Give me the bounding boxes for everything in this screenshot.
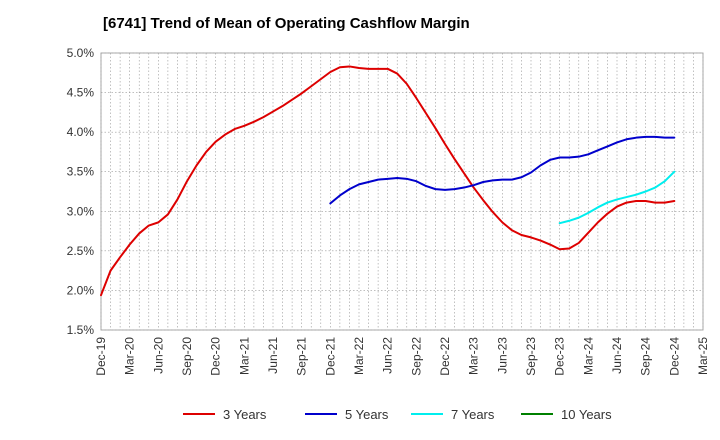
x-tick-label: Dec-20 — [209, 337, 223, 376]
chart-title: [6741] Trend of Mean of Operating Cashfl… — [103, 15, 470, 32]
x-tick-label: Jun-21 — [266, 337, 280, 374]
x-tick-label: Mar-23 — [467, 337, 481, 375]
legend-label: 10 Years — [561, 407, 612, 422]
series-line-5-years — [329, 135, 676, 205]
series-lines — [100, 65, 676, 297]
x-tick-label: Dec-19 — [94, 337, 108, 376]
x-axis: Dec-19 Mar-20 Jun-20 Sep-20 Dec-20 Mar-21 Jun-… — [94, 337, 710, 376]
y-tick-label: 2.5% — [67, 244, 95, 258]
x-tick-label: Jun-24 — [610, 337, 624, 374]
x-tick-label: Sep-23 — [524, 337, 538, 376]
x-tick-label: Mar-24 — [581, 337, 595, 375]
x-tick-label: Dec-24 — [667, 337, 681, 376]
legend-label: 7 Years — [451, 407, 495, 422]
x-tick-label: Sep-20 — [180, 337, 194, 376]
x-tick-label: Dec-22 — [438, 337, 452, 376]
x-tick-label: Sep-21 — [295, 337, 309, 376]
y-tick-label: 5.0% — [67, 46, 95, 60]
x-tick-label: Sep-22 — [409, 337, 423, 376]
x-tick-label: Mar-20 — [123, 337, 137, 375]
legend-label: 3 Years — [223, 407, 267, 422]
x-tick-label: Mar-21 — [237, 337, 251, 375]
y-tick-label: 1.5% — [67, 323, 95, 337]
y-tick-label: 2.0% — [67, 283, 95, 297]
x-tick-label: Mar-22 — [352, 337, 366, 375]
x-tick-label: Jun-23 — [495, 337, 509, 374]
y-axis: 1.5% 2.0% 2.5% 3.0% 3.5% 4.0% 4.5% 5.0% — [67, 46, 95, 337]
x-tick-label: Sep-24 — [639, 337, 653, 376]
x-tick-label: Jun-20 — [151, 337, 165, 374]
x-tick-label: Jun-22 — [381, 337, 395, 374]
series-line-3-years — [100, 65, 676, 297]
y-tick-label: 3.0% — [67, 204, 95, 218]
legend-label: 5 Years — [345, 407, 389, 422]
legend: 3 Years 5 Years 7 Years 10 Years — [183, 407, 612, 422]
series-line-7-years — [558, 170, 676, 225]
x-tick-label: Mar-25 — [696, 337, 710, 375]
y-tick-label: 4.0% — [67, 125, 95, 139]
plot-area — [100, 52, 704, 331]
x-tick-label: Dec-23 — [553, 337, 567, 376]
y-tick-label: 4.5% — [67, 86, 95, 100]
x-tick-label: Dec-21 — [323, 337, 337, 376]
y-tick-label: 3.5% — [67, 165, 95, 179]
